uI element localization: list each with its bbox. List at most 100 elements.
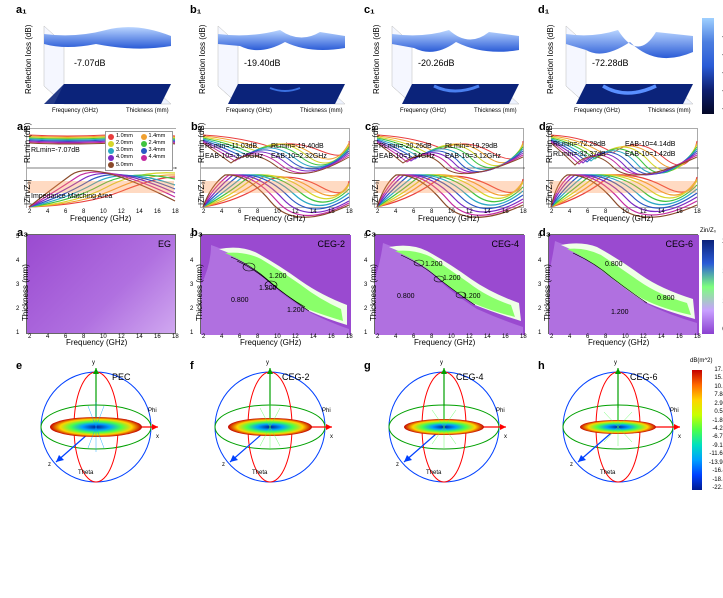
xtick: 16 [676, 334, 683, 340]
xtick-r2: 8 [256, 209, 259, 215]
xtick-r2: 6 [64, 209, 67, 215]
ylabel-a1: Reflection loss (dB) [24, 25, 33, 94]
xtick: 6 [238, 334, 241, 340]
xtick: 10 [622, 334, 629, 340]
xtick-r2: 8 [430, 209, 433, 215]
lines-b2 [201, 129, 351, 209]
xtick-r2: 18 [520, 209, 527, 215]
panel-a2: a₂ RLmin=-7.07dB [26, 128, 176, 208]
xtick-r2: 14 [484, 209, 491, 215]
xtick-r2: 2 [28, 209, 31, 215]
xtick-r2: 4 [394, 209, 397, 215]
ylabel-b1: Reflection loss (dB) [198, 25, 207, 94]
xtick: 10 [274, 334, 281, 340]
xtick: 4 [568, 334, 571, 340]
xtick: 12 [466, 334, 473, 340]
xtick: 2 [550, 334, 553, 340]
xtick-r2: 6 [238, 209, 241, 215]
xtick: 12 [640, 334, 647, 340]
xtick-r2: 8 [604, 209, 607, 215]
xtick-r2: 10 [622, 209, 629, 215]
xtick: 14 [484, 334, 491, 340]
xtick: 10 [448, 334, 455, 340]
xtick: 4 [394, 334, 397, 340]
ytick: 4 [538, 258, 541, 264]
xtick-r2: 14 [136, 209, 143, 215]
ytick: 3 [190, 282, 193, 288]
ytick: 1 [538, 330, 541, 336]
annot-d1: -72.28dB [592, 58, 629, 68]
lines-c2 [375, 129, 525, 209]
impedance-text: Impedance Matching Area [31, 193, 112, 200]
xtick-r2: 18 [694, 209, 701, 215]
xtick: 18 [520, 334, 527, 340]
xtick: 4 [46, 334, 49, 340]
xtick-r2: 4 [220, 209, 223, 215]
ytick: 2 [16, 306, 19, 312]
ytick: 5 [16, 234, 19, 240]
ytick: 5 [190, 234, 193, 240]
panel-g: g CEG-4 x y z Phi Theta [374, 362, 504, 477]
radar-sphere-g [374, 362, 524, 492]
ylabel-d1: Reflection loss (dB) [546, 25, 555, 94]
xtick-r2: 16 [676, 209, 683, 215]
xtick-r2: 4 [46, 209, 49, 215]
impedance-band-d2 [550, 181, 696, 193]
ytick: 1 [190, 330, 193, 336]
heatmap-c3 [375, 235, 525, 335]
xtick: 16 [502, 334, 509, 340]
xtick: 2 [376, 334, 379, 340]
legend-a2: 1.0mm1.4mm2.0mm2.4mm3.0mm3.4mm4.0mm4.4mm… [105, 131, 173, 171]
label-b1: b₁ [190, 4, 201, 16]
ytick: 3 [538, 282, 541, 288]
xtick: 16 [328, 334, 335, 340]
label-c1: c₁ [364, 4, 375, 16]
impedance-band-b2 [202, 181, 348, 193]
label-d1: d₁ [538, 4, 549, 16]
xtick-r2: 10 [274, 209, 281, 215]
xtick-r2: 12 [118, 209, 125, 215]
ytick: 2 [190, 306, 193, 312]
panel-b3: b₃ CEG-2 0.800 1.200 1.200 1.200 Thickne… [200, 234, 350, 334]
ytick: 2 [538, 306, 541, 312]
impedance-band-c2 [376, 181, 522, 193]
xtick-r2: 12 [640, 209, 647, 215]
annot-a2-0: RLmin=-7.07dB [31, 147, 80, 154]
xtick-r2: 16 [154, 209, 161, 215]
ytick: 2 [364, 306, 367, 312]
xtick: 10 [100, 334, 107, 340]
ytick: 4 [364, 258, 367, 264]
xtick: 8 [256, 334, 259, 340]
xtick-r2: 16 [502, 209, 509, 215]
xtick-r2: 8 [82, 209, 85, 215]
xtick-r2: 14 [310, 209, 317, 215]
xtick-r2: 18 [172, 209, 179, 215]
xtick-r2: 10 [100, 209, 107, 215]
xtick: 6 [586, 334, 589, 340]
xtick: 16 [154, 334, 161, 340]
ytick: 5 [538, 234, 541, 240]
xtick-r2: 10 [448, 209, 455, 215]
annot-c1: -20.26dB [418, 58, 455, 68]
xtick-r2: 4 [568, 209, 571, 215]
ytick: 5 [364, 234, 367, 240]
xtick: 12 [118, 334, 125, 340]
panel-e: e PEC x y z Phi Theta [26, 362, 156, 477]
panel-a1: a₁ Reflection loss (dB) -7.07dB Frequenc… [26, 6, 176, 116]
heatmap-d3 [549, 235, 699, 335]
xtick: 12 [292, 334, 299, 340]
xtick-r2: 2 [550, 209, 553, 215]
xtick: 6 [64, 334, 67, 340]
ytick: 3 [16, 282, 19, 288]
xtick: 14 [658, 334, 665, 340]
xtick-r2: 2 [376, 209, 379, 215]
xtick-r2: 18 [346, 209, 353, 215]
ytick: 1 [16, 330, 19, 336]
panel-d3: d₃ CEG-6 0.800 0.800 1.200 Thickness (mm… [548, 234, 698, 334]
xtick: 8 [430, 334, 433, 340]
panel-d1: d₁ Reflection loss (dB) -72.28dB Frequen… [548, 6, 698, 116]
label-a1: a₁ [16, 4, 27, 16]
xtick-r2: 14 [658, 209, 665, 215]
radar-sphere-f [200, 362, 350, 492]
xtick-r2: 12 [466, 209, 473, 215]
